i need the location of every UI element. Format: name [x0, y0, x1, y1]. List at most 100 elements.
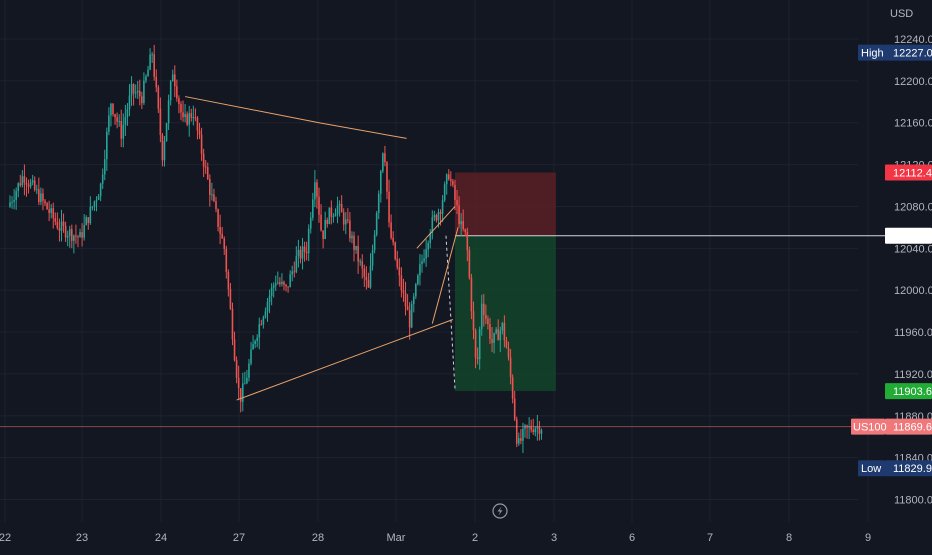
current-price-value: 11869.6: [893, 422, 932, 434]
candle-body: [297, 249, 300, 256]
candle-body: [58, 228, 61, 231]
low-tag: [858, 460, 885, 477]
candle-body: [33, 180, 36, 190]
candle-body: [493, 333, 495, 343]
candle-body: [270, 287, 273, 296]
candle-body: [182, 112, 184, 118]
candle-body: [452, 180, 454, 185]
candle-body: [209, 179, 211, 195]
candle-body: [252, 344, 254, 350]
candle-body: [231, 308, 234, 340]
candle-body: [307, 228, 310, 254]
candle-body: [427, 243, 429, 250]
pattern-trendline[interactable]: [236, 319, 454, 401]
entry-badge: [885, 227, 932, 244]
candle-body: [225, 248, 228, 273]
candle-body: [274, 283, 277, 286]
candle-body: [155, 76, 158, 88]
candle-body: [169, 81, 172, 101]
candle-body: [353, 235, 355, 250]
candle-body: [283, 281, 285, 285]
pattern-trendline[interactable]: [431, 227, 459, 324]
candle-body: [157, 87, 160, 109]
candle-body: [227, 272, 230, 290]
x-tick-label: 2: [472, 532, 478, 544]
candle-body: [99, 183, 102, 197]
candle-body: [538, 426, 541, 434]
candle-body: [375, 213, 378, 235]
candle-body: [9, 202, 11, 207]
candle-body: [314, 182, 316, 200]
candle-body: [423, 258, 425, 262]
candle-body: [248, 363, 250, 378]
candle-body: [145, 76, 147, 81]
candle-body: [29, 182, 32, 187]
candles[interactable]: [9, 44, 543, 454]
candle-body: [491, 338, 493, 343]
candle-body: [520, 438, 522, 441]
candle-body: [149, 54, 151, 70]
candle-body: [429, 232, 432, 244]
candle-body: [458, 205, 460, 225]
candle-body: [180, 104, 182, 113]
candle-body: [254, 341, 256, 345]
candle-body: [241, 383, 244, 402]
candle-body: [419, 264, 421, 276]
candle-body: [68, 229, 71, 236]
lightning-icon[interactable]: [492, 503, 508, 519]
candle-body: [351, 235, 353, 239]
y-tick-label: 12240.0: [894, 34, 932, 46]
candle-body: [174, 74, 176, 87]
candle-body: [211, 194, 213, 196]
candle-body: [13, 200, 15, 202]
candle-body: [404, 292, 407, 307]
pattern-trendline[interactable]: [416, 206, 456, 249]
candle-body: [188, 113, 191, 125]
y-tick-label: 11800.0: [894, 495, 932, 507]
candle-body: [79, 232, 81, 238]
candle-body: [316, 182, 318, 197]
candle-body: [330, 207, 333, 217]
candle-body: [324, 219, 326, 240]
candle-body: [176, 86, 178, 99]
time-axis[interactable]: 22 23 24 27 28 Mar 2 3 6 7 8 9: [0, 532, 871, 544]
candle-body: [367, 280, 370, 288]
candle-body: [31, 180, 34, 183]
projection-arrow: [445, 235, 456, 390]
current-price-badge: [885, 418, 932, 435]
pattern-trendline[interactable]: [185, 96, 407, 139]
candle-body: [534, 428, 537, 433]
candle-body: [435, 215, 438, 221]
x-tick-label: 28: [312, 532, 324, 544]
candle-body: [219, 226, 221, 234]
candle-body: [48, 209, 50, 213]
candle-body: [165, 123, 168, 142]
candle-body: [402, 290, 405, 293]
candle-body: [293, 271, 296, 273]
stop-loss-badge: [885, 164, 932, 181]
candle-body: [342, 212, 345, 225]
candle-body: [312, 199, 314, 218]
candle-body: [38, 189, 40, 203]
candle-body: [262, 317, 265, 325]
candle-body: [11, 201, 13, 203]
candle-body: [425, 249, 427, 259]
candle-body: [532, 429, 535, 433]
stop-loss-zone[interactable]: [454, 172, 556, 236]
price-badges: 12227.0 High 12112.4 12052.0 11903.6 11869.6 U…: [851, 44, 932, 477]
candle-body: [303, 246, 306, 252]
candle-body: [246, 377, 248, 384]
candle-body: [299, 249, 302, 259]
triangle-pattern[interactable]: [185, 96, 459, 401]
x-tick-label: 24: [155, 532, 167, 544]
candle-body: [511, 377, 514, 399]
candle-body: [470, 277, 473, 312]
candle-body: [217, 209, 219, 227]
candle-body: [371, 250, 374, 266]
y-tick-label: 11960.0: [894, 327, 932, 339]
candle-body: [474, 330, 477, 358]
candle-body: [178, 98, 180, 105]
y-tick-label: 12080.0: [894, 201, 932, 213]
